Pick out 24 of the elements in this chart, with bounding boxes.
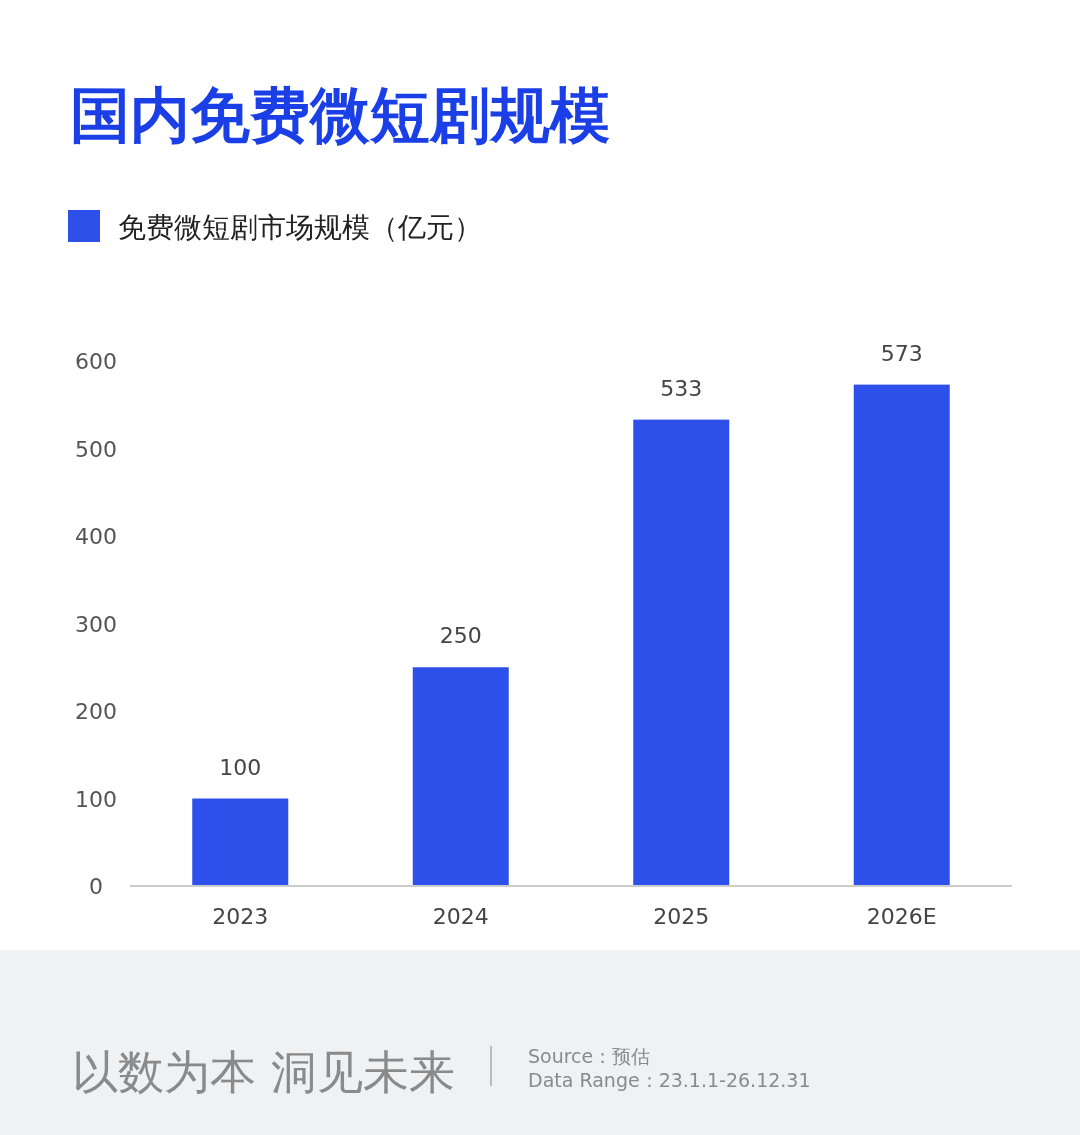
legend-label: 免费微短剧市场规模（亿元）: [118, 211, 482, 244]
y-tick-label: 400: [75, 524, 117, 549]
x-tick-label: 2023: [212, 904, 269, 929]
y-tick-label: 500: [75, 436, 117, 462]
source-note: Source：预估: [528, 1045, 651, 1067]
y-tick-label: 200: [75, 699, 117, 724]
y-tick-label: 600: [75, 349, 117, 374]
bar: [633, 419, 730, 886]
text: 以数为本 洞见未来: [72, 1045, 455, 1099]
text: Data Range：23.1.1-26.12.31: [528, 1069, 811, 1091]
y-tick-label: 0: [89, 874, 103, 899]
x-tick-label: 2024: [432, 904, 489, 929]
x-tick-label: 2026E: [866, 904, 937, 929]
data-label: 100: [219, 754, 262, 780]
bar: [853, 384, 950, 886]
data-label: 533: [660, 375, 703, 401]
chart-title: 国内免费微短剧规模: [70, 80, 610, 150]
x-tick-label: 2025: [653, 904, 710, 929]
data-label: 250: [439, 623, 482, 649]
bar: [192, 798, 289, 886]
y-tick-label: 300: [75, 611, 117, 637]
data-label: 573: [880, 340, 923, 366]
bar: [412, 667, 509, 886]
y-tick-label: 100: [75, 786, 117, 812]
